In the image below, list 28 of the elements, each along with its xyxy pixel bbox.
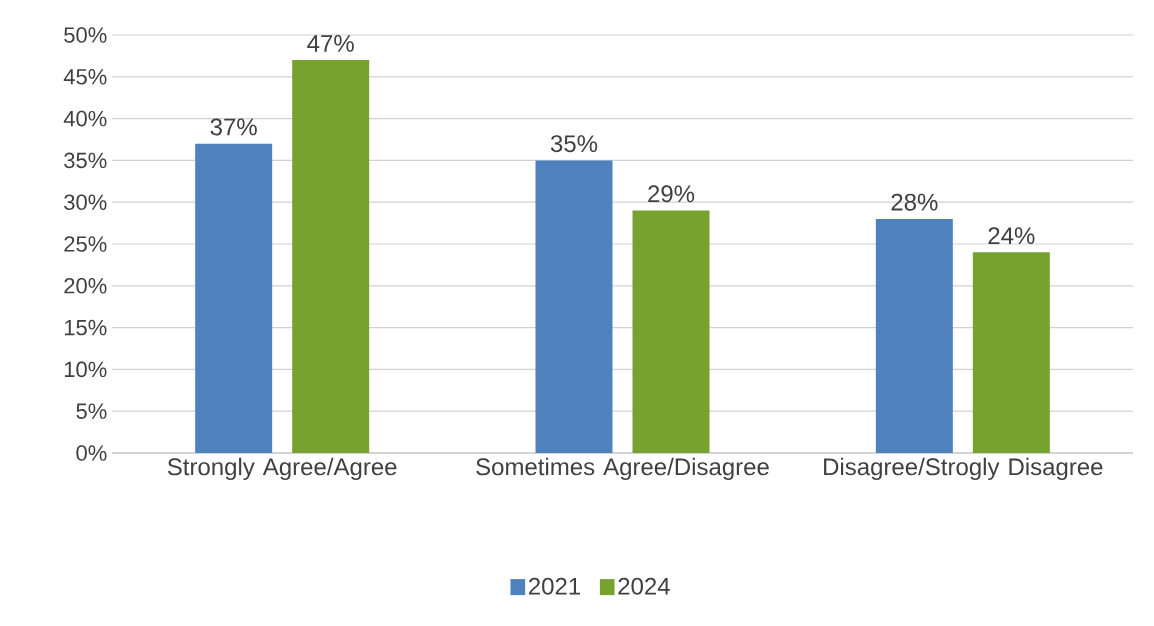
legend-label: 2021	[529, 577, 581, 595]
bar	[875, 218, 953, 453]
y-tick-label: 50%	[64, 27, 107, 43]
x-tick-label: Strongly Agree/Agree	[167, 457, 397, 481]
data-label: 24%	[988, 227, 1035, 245]
x-tick-label: Sometimes Agree/Disagree	[476, 457, 769, 481]
y-tick-label: 40%	[63, 110, 107, 127]
y-tick-label: 30%	[64, 194, 107, 210]
bar	[632, 210, 710, 453]
data-label: 28%	[891, 193, 938, 211]
x-tick-label: Disagree/Strogly Disagree	[824, 457, 1103, 481]
bar	[535, 160, 613, 453]
y-tick-label: 0%	[76, 445, 107, 461]
data-label: 35%	[550, 135, 598, 153]
y-tick-label: 45%	[63, 69, 107, 85]
y-tick-label: 25%	[64, 236, 107, 252]
y-tick-label: 35%	[64, 152, 107, 169]
data-label: 29%	[648, 185, 695, 203]
bar	[972, 252, 1050, 453]
data-label: 37%	[210, 118, 257, 136]
bar	[292, 60, 370, 453]
bar	[195, 143, 273, 453]
y-tick-label: 5%	[76, 403, 107, 419]
legend-label: 2024	[618, 577, 670, 595]
y-tick-label: 20%	[64, 278, 107, 294]
y-tick-label: 10%	[64, 361, 107, 378]
y-tick-label: 15%	[64, 319, 107, 336]
data-label: 47%	[307, 35, 354, 52]
